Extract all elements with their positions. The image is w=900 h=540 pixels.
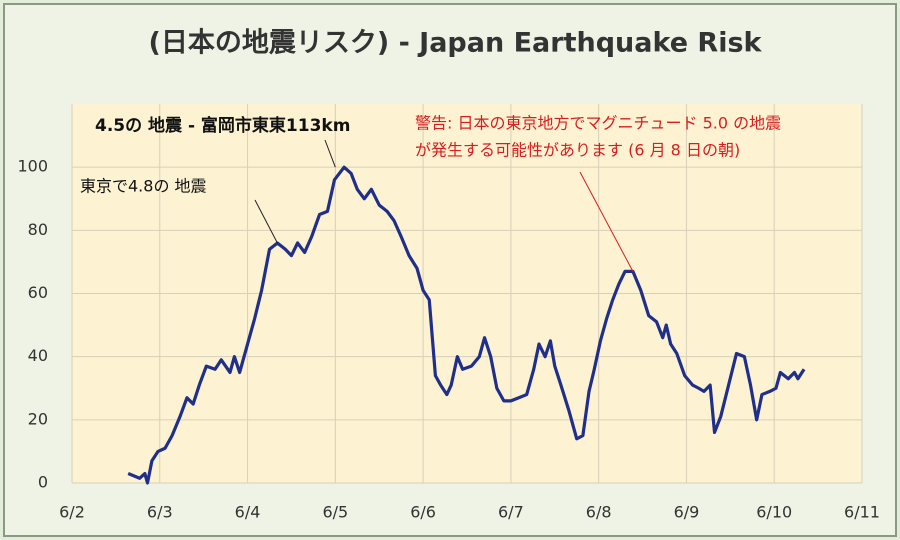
x-tick-label: 6/6 bbox=[410, 503, 436, 522]
chart-title: (日本の地震リスク) - Japan Earthquake Risk bbox=[148, 28, 762, 59]
x-tick-label: 6/9 bbox=[674, 503, 700, 522]
x-tick-label: 6/7 bbox=[498, 503, 524, 522]
x-tick-label: 6/8 bbox=[586, 503, 612, 522]
y-tick-label: 40 bbox=[28, 346, 48, 365]
y-tick-label: 0 bbox=[38, 473, 48, 492]
annotation: 東京で4.8の 地震 bbox=[80, 177, 207, 196]
x-tick-label: 6/4 bbox=[235, 503, 261, 522]
x-tick-label: 6/3 bbox=[147, 503, 173, 522]
y-tick-label: 60 bbox=[28, 283, 48, 302]
x-tick-label: 6/10 bbox=[756, 503, 792, 522]
x-tick-label: 6/11 bbox=[844, 503, 880, 522]
annotation-leader bbox=[324, 139, 336, 168]
x-tick-label: 6/2 bbox=[59, 503, 85, 522]
y-tick-label: 80 bbox=[28, 220, 48, 239]
annotation-leader bbox=[254, 199, 278, 244]
y-tick-label: 100 bbox=[17, 157, 48, 176]
annotation: 4.5の 地震 - 富岡市東東113km bbox=[95, 115, 350, 136]
annotation: が発生する可能性があります (6 月 8 日の朝) bbox=[415, 141, 740, 160]
annotation: 警告: 日本の東京地方でマグニチュード 5.0 の地震 bbox=[415, 114, 781, 133]
x-tick-label: 6/5 bbox=[322, 503, 348, 522]
y-tick-label: 20 bbox=[28, 409, 48, 428]
data-line bbox=[127, 165, 806, 485]
annotation-leader bbox=[579, 171, 634, 272]
